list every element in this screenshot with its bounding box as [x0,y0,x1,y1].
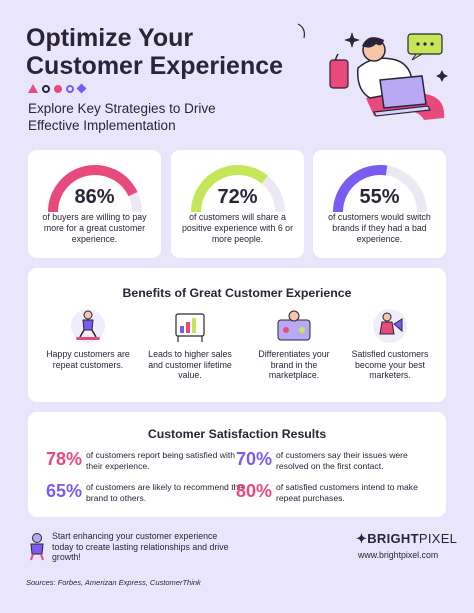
result-text: of customers report being satisfied with… [86,450,236,471]
gauge-chart [48,165,142,213]
stat-card-3: 55% of customers would switch brands if … [313,150,446,258]
stat-description: of customers would switch brands if they… [328,212,431,244]
brand-logo: ✦BRIGHTPIXEL [356,531,457,547]
results-card: Customer Satisfaction Results 78% of cus… [28,412,446,517]
brand-differentiation-icon [277,310,311,341]
stat-description: of customers will share a positive exper… [182,212,293,244]
benefit-label: Differentiates your brand in the marketp… [258,349,330,380]
stat-value: 86% [74,186,115,208]
skateboarder-icon [71,309,105,343]
circle-outline-icon [42,84,50,93]
benefit-label: Leads to higher sales and customer lifet… [148,349,232,380]
stat-card-1: 86% of buyers are willing to pay more fo… [28,150,161,258]
benefit-label: Satisfied customers become your best mar… [351,349,429,380]
triangle-icon [28,84,38,93]
result-item: 70% of customers say their issues were r… [236,448,436,474]
header: Optimize Your Customer Experience Explor… [0,0,474,140]
benefit-item: Happy customers are repeat customers. [42,306,134,396]
gauge-fill [333,165,388,213]
diamond-icon [76,83,87,94]
result-text: of satisfied customers intend to make re… [276,482,418,503]
result-text: of customers are likely to recommend the… [86,482,244,503]
gauge-chart [333,165,427,213]
benefits-title: Benefits of Great Customer Experience [122,286,352,300]
result-value: 80% [236,481,273,501]
marketer-megaphone-icon [373,309,407,343]
stat-value: 55% [359,186,400,208]
sources-note: Sources: Forbes, Amerizan Express, Custo… [26,578,201,587]
circle-filled-icon [54,84,62,93]
result-value: 78% [46,449,83,469]
benefit-label: Happy customers are repeat customers. [46,349,130,370]
sales-chart-icon [175,313,205,342]
benefit-item: Leads to higher sales and customer lifet… [144,306,236,396]
benefit-item: Satisfied customers become your best mar… [344,306,436,396]
stat-card-2: 72% of customers will share a positive e… [171,150,304,258]
result-value: 65% [46,481,83,501]
gauge-chart [191,165,285,213]
gauge-fill [191,165,268,213]
page-title: Optimize Your Customer Experience [26,24,284,80]
brand-url[interactable]: www.brightpixel.com [358,550,439,560]
brand-name-bold: BRIGHT [367,531,419,546]
result-item: 65% of customers are likely to recommend… [46,480,246,506]
result-item: 80% of satisfied customers intend to mak… [236,480,436,506]
benefit-item: Differentiates your brand in the marketp… [248,306,340,396]
stat-value: 72% [217,186,258,208]
brand-name-light: PIXEL [418,531,458,546]
circle-outline-icon [66,84,74,93]
rocket-person-icon [30,533,44,561]
page-subtitle: Explore Key Strategies to Drive Effectiv… [28,101,216,133]
decorative-shapes [28,83,87,94]
results-title: Customer Satisfaction Results [147,427,327,441]
stat-description: of buyers are willing to pay more for a … [42,212,147,244]
result-value: 70% [236,449,273,469]
person-with-laptop-illustration [297,23,448,120]
gauge-fill [48,165,138,213]
brand-mark-icon: ✦ [356,531,368,546]
result-item: 78% of customers report being satisfied … [46,448,246,474]
benefits-card: Benefits of Great Customer Experience Ha… [28,268,446,402]
footer-call-to-action: Start enhancing your customer experience… [52,531,229,562]
result-text: of customers say their issues were resol… [276,450,408,471]
